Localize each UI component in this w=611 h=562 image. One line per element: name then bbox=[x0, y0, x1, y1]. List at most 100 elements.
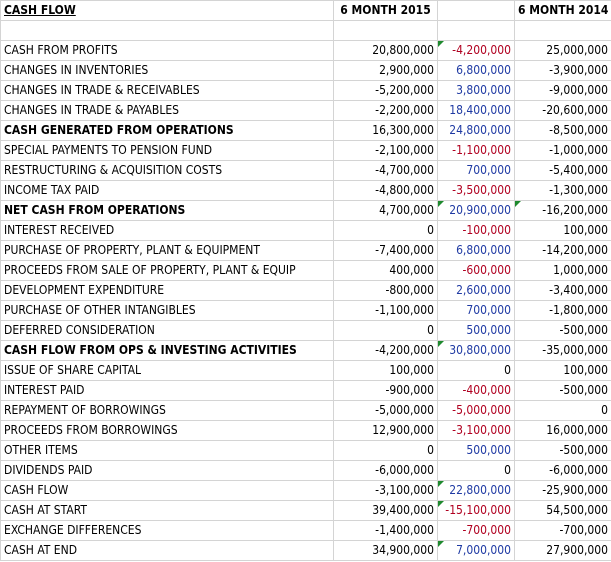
value-2014-cell[interactable]: -25,900,000 bbox=[514, 480, 611, 501]
value-2015-cell[interactable]: -1,400,000 bbox=[333, 520, 438, 541]
empty-cell[interactable] bbox=[333, 20, 438, 41]
difference-cell[interactable]: -1,100,000 bbox=[437, 140, 515, 161]
row-label-cell[interactable]: CASH GENERATED FROM OPERATIONS bbox=[0, 120, 334, 141]
value-2015-cell[interactable]: 0 bbox=[333, 320, 438, 341]
row-label-cell[interactable]: CASH FLOW bbox=[0, 480, 334, 501]
value-2015-cell[interactable]: -900,000 bbox=[333, 380, 438, 401]
empty-cell[interactable] bbox=[514, 20, 611, 41]
value-2015-cell[interactable]: -6,000,000 bbox=[333, 460, 438, 481]
difference-cell[interactable]: -3,100,000 bbox=[437, 420, 515, 441]
row-label-cell[interactable]: NET CASH FROM OPERATIONS bbox=[0, 200, 334, 221]
value-2015-cell[interactable]: -5,200,000 bbox=[333, 80, 438, 101]
value-2014-cell[interactable]: 27,900,000 bbox=[514, 540, 611, 561]
value-2015-cell[interactable]: -7,400,000 bbox=[333, 240, 438, 261]
difference-cell[interactable]: 18,400,000 bbox=[437, 100, 515, 121]
value-2015-cell[interactable]: 12,900,000 bbox=[333, 420, 438, 441]
value-2014-cell[interactable]: 25,000,000 bbox=[514, 40, 611, 61]
row-label-cell[interactable]: INTEREST RECEIVED bbox=[0, 220, 334, 241]
value-2014-cell[interactable]: -16,200,000 bbox=[514, 200, 611, 221]
sheet-title[interactable]: CASH FLOW bbox=[0, 0, 334, 21]
row-label-cell[interactable]: EXCHANGE DIFFERENCES bbox=[0, 520, 334, 541]
difference-cell[interactable]: 6,800,000 bbox=[437, 240, 515, 261]
value-2014-cell[interactable]: 100,000 bbox=[514, 360, 611, 381]
row-label-cell[interactable]: CASH FROM PROFITS bbox=[0, 40, 334, 61]
value-2014-cell[interactable]: -14,200,000 bbox=[514, 240, 611, 261]
value-2014-cell[interactable]: -500,000 bbox=[514, 320, 611, 341]
difference-cell[interactable]: -700,000 bbox=[437, 520, 515, 541]
value-2015-cell[interactable]: 0 bbox=[333, 440, 438, 461]
value-2015-cell[interactable]: 0 bbox=[333, 220, 438, 241]
column-header-difference[interactable] bbox=[437, 0, 515, 21]
value-2014-cell[interactable]: 100,000 bbox=[514, 220, 611, 241]
value-2014-cell[interactable]: 1,000,000 bbox=[514, 260, 611, 281]
value-2015-cell[interactable]: -4,800,000 bbox=[333, 180, 438, 201]
value-2015-cell[interactable]: 39,400,000 bbox=[333, 500, 438, 521]
value-2014-cell[interactable]: -8,500,000 bbox=[514, 120, 611, 141]
difference-cell[interactable]: 7,000,000 bbox=[437, 540, 515, 561]
value-2015-cell[interactable]: 400,000 bbox=[333, 260, 438, 281]
difference-cell[interactable]: -100,000 bbox=[437, 220, 515, 241]
row-label-cell[interactable]: PURCHASE OF PROPERTY, PLANT & EQUIPMENT bbox=[0, 240, 334, 261]
difference-cell[interactable]: 500,000 bbox=[437, 440, 515, 461]
row-label-cell[interactable]: DEFERRED CONSIDERATION bbox=[0, 320, 334, 341]
row-label-cell[interactable]: PROCEEDS FROM BORROWINGS bbox=[0, 420, 334, 441]
value-2015-cell[interactable]: -2,100,000 bbox=[333, 140, 438, 161]
value-2014-cell[interactable]: 0 bbox=[514, 400, 611, 421]
row-label-cell[interactable]: DIVIDENDS PAID bbox=[0, 460, 334, 481]
value-2014-cell[interactable]: 54,500,000 bbox=[514, 500, 611, 521]
value-2015-cell[interactable]: -3,100,000 bbox=[333, 480, 438, 501]
value-2015-cell[interactable]: -4,200,000 bbox=[333, 340, 438, 361]
row-label-cell[interactable]: REPAYMENT OF BORROWINGS bbox=[0, 400, 334, 421]
difference-cell[interactable]: 700,000 bbox=[437, 300, 515, 321]
row-label-cell[interactable]: SPECIAL PAYMENTS TO PENSION FUND bbox=[0, 140, 334, 161]
value-2014-cell[interactable]: -1,300,000 bbox=[514, 180, 611, 201]
row-label-cell[interactable]: PROCEEDS FROM SALE OF PROPERTY, PLANT & … bbox=[0, 260, 334, 281]
difference-cell[interactable]: -400,000 bbox=[437, 380, 515, 401]
value-2014-cell[interactable]: -500,000 bbox=[514, 440, 611, 461]
column-header-2015[interactable]: 6 MONTH 2015 bbox=[333, 0, 438, 21]
difference-cell[interactable]: 0 bbox=[437, 360, 515, 381]
difference-cell[interactable]: -15,100,000 bbox=[437, 500, 515, 521]
row-label-cell[interactable]: CHANGES IN TRADE & PAYABLES bbox=[0, 100, 334, 121]
value-2015-cell[interactable]: -5,000,000 bbox=[333, 400, 438, 421]
difference-cell[interactable]: -3,500,000 bbox=[437, 180, 515, 201]
row-label-cell[interactable]: CHANGES IN TRADE & RECEIVABLES bbox=[0, 80, 334, 101]
difference-cell[interactable]: 500,000 bbox=[437, 320, 515, 341]
column-header-2014[interactable]: 6 MONTH 2014 bbox=[514, 0, 611, 21]
difference-cell[interactable]: 30,800,000 bbox=[437, 340, 515, 361]
difference-cell[interactable]: 6,800,000 bbox=[437, 60, 515, 81]
value-2015-cell[interactable]: -1,100,000 bbox=[333, 300, 438, 321]
value-2014-cell[interactable]: -1,000,000 bbox=[514, 140, 611, 161]
row-label-cell[interactable]: RESTRUCTURING & ACQUISITION COSTS bbox=[0, 160, 334, 181]
value-2014-cell[interactable]: -35,000,000 bbox=[514, 340, 611, 361]
row-label-cell[interactable]: PURCHASE OF OTHER INTANGIBLES bbox=[0, 300, 334, 321]
value-2014-cell[interactable]: -6,000,000 bbox=[514, 460, 611, 481]
difference-cell[interactable]: 22,800,000 bbox=[437, 480, 515, 501]
difference-cell[interactable]: -5,000,000 bbox=[437, 400, 515, 421]
value-2014-cell[interactable]: 16,000,000 bbox=[514, 420, 611, 441]
value-2014-cell[interactable]: -500,000 bbox=[514, 380, 611, 401]
row-label-cell[interactable]: CHANGES IN INVENTORIES bbox=[0, 60, 334, 81]
value-2015-cell[interactable]: 16,300,000 bbox=[333, 120, 438, 141]
row-label-cell[interactable]: CASH FLOW FROM OPS & INVESTING ACTIVITIE… bbox=[0, 340, 334, 361]
difference-cell[interactable]: 20,900,000 bbox=[437, 200, 515, 221]
difference-cell[interactable]: 700,000 bbox=[437, 160, 515, 181]
row-label-cell[interactable]: INTEREST PAID bbox=[0, 380, 334, 401]
empty-cell[interactable] bbox=[0, 20, 334, 41]
value-2014-cell[interactable]: -3,900,000 bbox=[514, 60, 611, 81]
value-2014-cell[interactable]: -5,400,000 bbox=[514, 160, 611, 181]
row-label-cell[interactable]: DEVELOPMENT EXPENDITURE bbox=[0, 280, 334, 301]
row-label-cell[interactable]: CASH AT START bbox=[0, 500, 334, 521]
difference-cell[interactable]: 2,600,000 bbox=[437, 280, 515, 301]
row-label-cell[interactable]: INCOME TAX PAID bbox=[0, 180, 334, 201]
value-2014-cell[interactable]: -3,400,000 bbox=[514, 280, 611, 301]
row-label-cell[interactable]: ISSUE OF SHARE CAPITAL bbox=[0, 360, 334, 381]
difference-cell[interactable]: -600,000 bbox=[437, 260, 515, 281]
value-2015-cell[interactable]: 2,900,000 bbox=[333, 60, 438, 81]
difference-cell[interactable]: -4,200,000 bbox=[437, 40, 515, 61]
value-2014-cell[interactable]: -700,000 bbox=[514, 520, 611, 541]
row-label-cell[interactable]: CASH AT END bbox=[0, 540, 334, 561]
value-2015-cell[interactable]: 4,700,000 bbox=[333, 200, 438, 221]
difference-cell[interactable]: 3,800,000 bbox=[437, 80, 515, 101]
value-2015-cell[interactable]: 20,800,000 bbox=[333, 40, 438, 61]
